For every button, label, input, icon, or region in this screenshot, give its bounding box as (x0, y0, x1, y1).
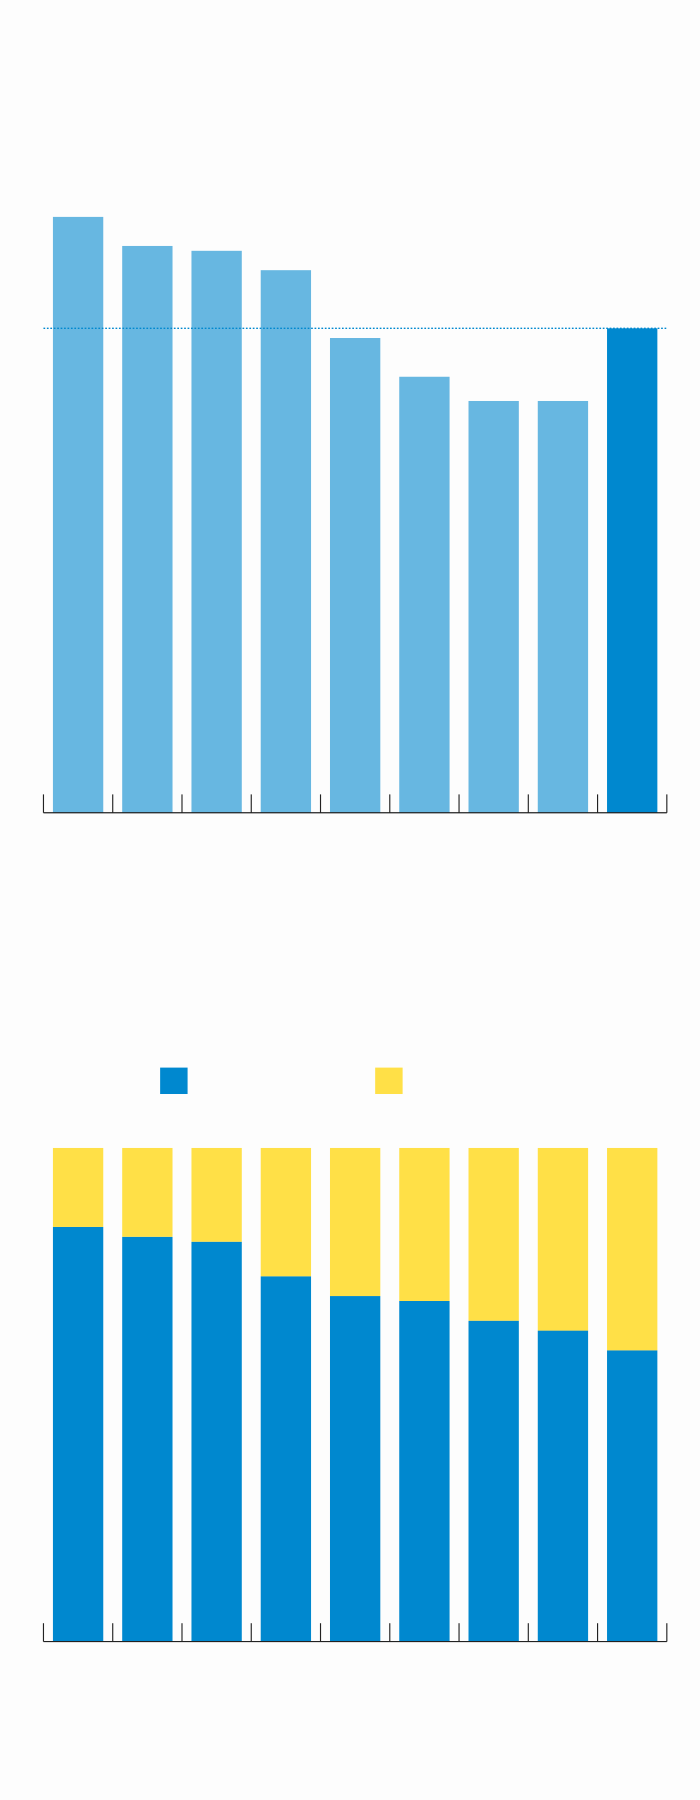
bar-segment (607, 1350, 658, 1642)
bar-segment (52, 1147, 104, 1227)
bar-segment (468, 1147, 519, 1321)
bar-segment (537, 1330, 589, 1642)
bar (468, 400, 519, 813)
bar (329, 338, 381, 813)
bar-segment (399, 1147, 450, 1301)
bar (537, 400, 589, 813)
bar-segment (537, 1147, 589, 1331)
bar-segment (260, 1147, 312, 1277)
bar-segment (607, 1147, 658, 1351)
bar-segment (399, 1300, 450, 1642)
bar (52, 216, 104, 813)
bar (260, 270, 312, 813)
bar-segment (122, 1236, 173, 1642)
bar (122, 245, 173, 813)
bar-segment (329, 1147, 381, 1297)
bar-segment (52, 1226, 104, 1642)
bar-segment (122, 1147, 173, 1237)
bar-segment (191, 1241, 242, 1642)
bar (399, 376, 450, 813)
bar-segment (329, 1296, 381, 1642)
bar-segment (191, 1147, 242, 1242)
bar (607, 328, 658, 813)
bar-segment (260, 1276, 312, 1642)
bar-segment (468, 1320, 519, 1642)
bar (191, 250, 242, 813)
legend-swatch (160, 1067, 188, 1095)
legend-swatch (375, 1067, 403, 1095)
